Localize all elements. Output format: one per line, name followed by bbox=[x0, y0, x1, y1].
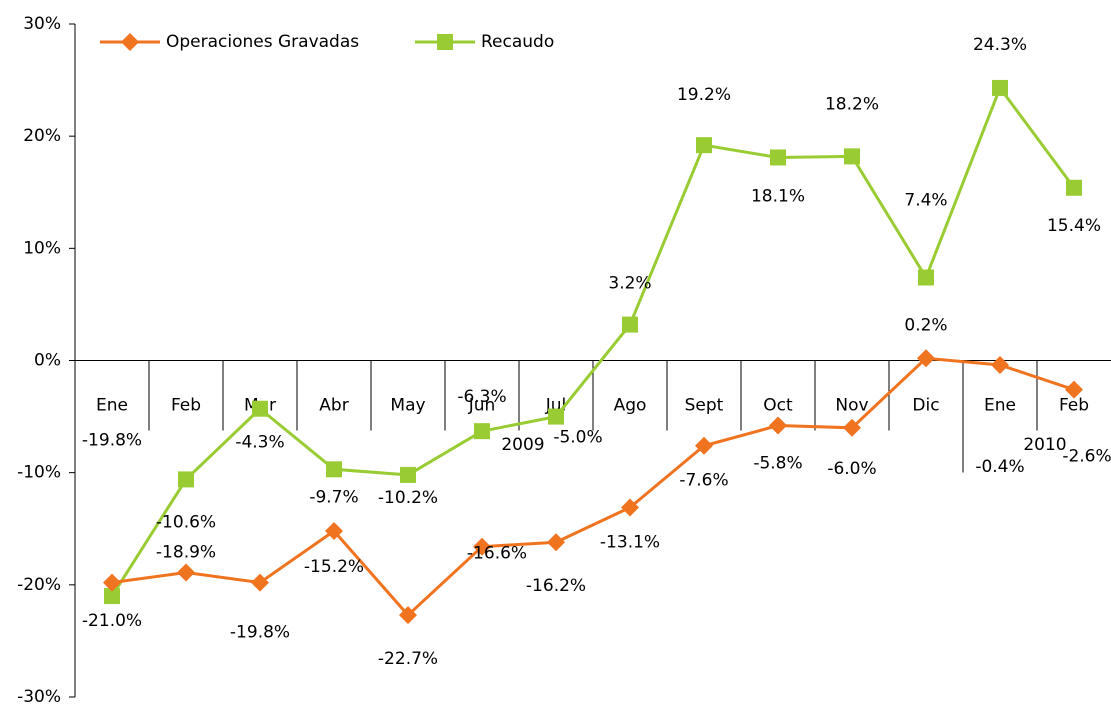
y-tick-label: 30% bbox=[23, 14, 61, 34]
marker bbox=[621, 498, 639, 517]
data-label: 24.3% bbox=[973, 35, 1027, 55]
marker bbox=[991, 355, 1009, 374]
data-label: 3.2% bbox=[608, 274, 651, 294]
data-label: -5.8% bbox=[753, 454, 802, 474]
marker bbox=[177, 563, 195, 582]
y-tick-label: -20% bbox=[17, 575, 61, 595]
legend-label: Recaudo bbox=[481, 32, 554, 52]
marker bbox=[843, 418, 861, 437]
marker bbox=[917, 349, 935, 368]
data-label: -19.8% bbox=[82, 431, 142, 451]
data-label: -0.4% bbox=[975, 457, 1024, 477]
marker bbox=[547, 533, 565, 552]
marker bbox=[769, 416, 787, 435]
y-tick-label: 20% bbox=[23, 126, 61, 146]
marker bbox=[325, 521, 343, 540]
marker bbox=[251, 573, 269, 592]
marker bbox=[1066, 179, 1082, 196]
data-label: -13.1% bbox=[600, 532, 660, 552]
marker bbox=[326, 461, 342, 478]
series-line bbox=[110, 84, 1076, 597]
data-label: -10.2% bbox=[378, 488, 438, 508]
group-label: 2010 bbox=[1023, 435, 1066, 455]
marker bbox=[399, 606, 417, 625]
marker bbox=[437, 34, 453, 50]
data-label: -15.2% bbox=[304, 557, 364, 577]
x-tick-label: Feb bbox=[1059, 396, 1089, 416]
data-label: -7.6% bbox=[679, 471, 728, 491]
x-tick-label: Ene bbox=[96, 396, 128, 416]
data-label: 7.4% bbox=[904, 190, 947, 210]
marker bbox=[992, 79, 1008, 96]
x-tick-label: Oct bbox=[763, 396, 793, 416]
data-label: -5.0% bbox=[553, 428, 602, 448]
marker bbox=[252, 400, 268, 417]
x-tick-label: Ene bbox=[984, 396, 1016, 416]
x-tick-label: May bbox=[390, 396, 425, 416]
data-label: -21.0% bbox=[82, 611, 142, 631]
marker bbox=[918, 269, 934, 286]
data-label: -2.6% bbox=[1062, 447, 1111, 467]
marker bbox=[844, 148, 860, 165]
y-tick-label: -10% bbox=[17, 463, 61, 483]
x-tick-label: Jun bbox=[468, 396, 496, 416]
x-tick-label: Dic bbox=[912, 396, 939, 416]
marker bbox=[121, 33, 139, 51]
data-label: 0.2% bbox=[904, 315, 947, 335]
series-line bbox=[111, 356, 1075, 618]
marker bbox=[103, 573, 121, 592]
data-label: -6.0% bbox=[827, 459, 876, 479]
x-tick-label: Ago bbox=[614, 396, 647, 416]
marker bbox=[622, 316, 638, 333]
x-tick-label: Feb bbox=[171, 396, 201, 416]
data-label: -6.3% bbox=[457, 387, 506, 407]
x-tick-label: Abr bbox=[319, 396, 348, 416]
marker bbox=[178, 471, 194, 488]
data-label: -18.9% bbox=[156, 542, 216, 562]
data-label: -10.6% bbox=[156, 512, 216, 532]
marker bbox=[473, 537, 491, 556]
y-tick-label: 10% bbox=[23, 238, 61, 258]
data-label: -19.8% bbox=[230, 623, 290, 643]
data-label: -22.7% bbox=[378, 649, 438, 669]
marker bbox=[400, 466, 416, 483]
data-label: -4.3% bbox=[235, 433, 284, 453]
marker bbox=[548, 408, 564, 425]
y-tick-label: -30% bbox=[17, 687, 61, 704]
data-label: -16.6% bbox=[467, 544, 527, 564]
marker bbox=[770, 149, 786, 166]
marker bbox=[696, 137, 712, 154]
group-label: 2009 bbox=[501, 435, 544, 455]
data-label: 19.2% bbox=[677, 85, 731, 105]
y-tick-label: 0% bbox=[34, 351, 61, 371]
data-label: 15.4% bbox=[1047, 216, 1101, 236]
data-label: -9.7% bbox=[309, 487, 358, 507]
legend-label: Operaciones Gravadas bbox=[166, 32, 359, 52]
marker bbox=[104, 588, 120, 605]
x-tick-label: Sept bbox=[685, 396, 724, 416]
data-label: -16.2% bbox=[526, 576, 586, 596]
marker bbox=[1065, 380, 1083, 399]
data-label: 18.1% bbox=[751, 186, 805, 206]
x-tick-label: Nov bbox=[835, 396, 868, 416]
marker bbox=[695, 436, 713, 455]
marker bbox=[474, 423, 490, 440]
data-label: 18.2% bbox=[825, 94, 879, 114]
